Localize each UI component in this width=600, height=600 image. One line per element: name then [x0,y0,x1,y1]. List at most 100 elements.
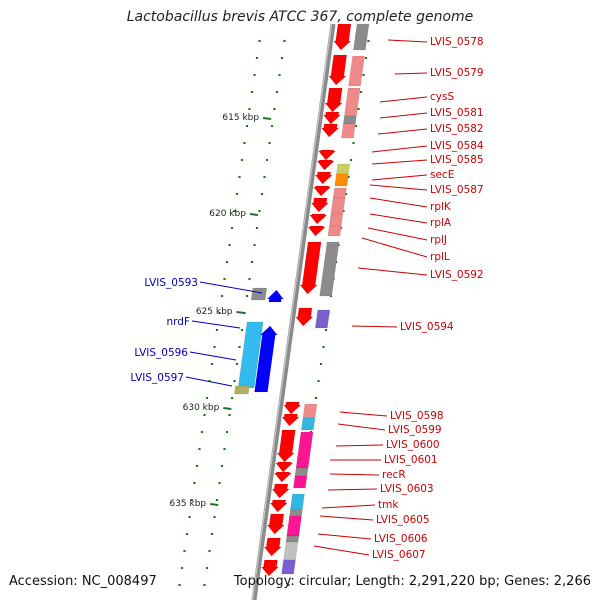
forward-gene-label: LVIS_0600 [386,439,440,451]
leader-line [377,128,428,135]
guide-dot [218,482,221,484]
gene-annotation-block [302,403,318,419]
forward-gene-arrow [321,123,340,138]
forward-gene-arrow [307,225,326,237]
guide-dot [275,91,279,93]
forward-gene-arrow [276,429,296,463]
forward-gene-label: rplL [430,251,450,263]
scale-tick-mark [262,117,272,120]
forward-gene-label: LVIS_0607 [372,549,426,561]
guide-dot [253,244,256,246]
gene-annotation-block [315,309,331,329]
leader-line [371,174,428,181]
reverse-gene-label: LVIS_0593 [144,277,198,289]
map-title: Lactobacillus brevis ATCC 367, complete … [126,9,474,25]
guide-dot [270,125,274,127]
guide-dot [255,227,259,229]
guide-dot [324,329,328,331]
scale-tick-label: 630 kbp [183,403,220,413]
guide-dot [268,142,271,144]
guide-dot [210,363,214,365]
scale-tick-label: 625 kbp [196,307,233,317]
forward-gene-label: LVIS_0603 [380,483,434,495]
guide-dot [352,142,355,144]
forward-gene-arrow [260,559,280,577]
gene-annotation-block [289,509,303,517]
forward-gene-label: LVIS_0592 [430,269,484,281]
leader-line [379,112,428,119]
forward-gene-arrow [322,111,342,125]
scale-tick-mark [236,311,245,314]
forward-gene-arrow [266,513,285,535]
guide-dot [354,125,358,127]
guide-dot [180,567,184,569]
forward-gene-label: LVIS_0601 [384,454,438,466]
gene-annotation-block [301,417,316,431]
label-leader-lines [185,39,428,556]
forward-gene-arrow [324,87,343,113]
guide-dot [347,176,350,178]
gene-annotation-block [286,515,302,537]
genome-summary-text: Topology: circular; Length: 2,291,220 bp… [233,574,591,589]
guide-dot [238,176,241,178]
guide-dot [245,125,249,127]
guide-dot [213,516,216,518]
leader-line [361,237,428,258]
guide-dot [203,584,206,586]
leader-line [369,213,428,224]
genome-backbone [251,23,336,600]
guide-dot [283,40,286,42]
guide-dot [178,584,181,586]
gene-annotation-block [281,559,296,575]
guide-dot [200,431,204,433]
guide-dot [218,312,221,314]
forward-gene-arrow [283,401,302,415]
leader-line [379,96,428,103]
gene-annotation-block [295,431,314,469]
forward-gene-label: secE [430,169,454,181]
guide-dot [230,397,234,399]
leader-line [387,39,428,43]
guide-dot [203,414,206,416]
leader-line [394,72,428,75]
leader-line [357,267,428,276]
gene-annotation-block [237,321,264,389]
leader-line [369,184,428,191]
forward-gene-arrow [310,197,330,213]
guide-dot [287,584,290,586]
scale-tick-label: 620 kbp [209,209,246,219]
forward-gene-arrow [299,241,322,295]
leader-line [199,281,263,294]
forward-gene-arrow [271,483,290,499]
guide-dot [220,295,224,297]
forward-gene-arrow [316,159,335,171]
guide-dot [357,108,360,110]
guide-dot [245,295,249,297]
forward-gene-label: rplK [430,201,452,213]
scale-ticks: 615 kbp 620 kbp 625 kbp 630 kbp 635 kbp [169,113,272,509]
guide-dot [322,346,325,348]
leader-line [329,473,380,476]
guide-dot [367,40,370,42]
forward-gene-arrow [328,54,347,86]
gene-annotation-block [293,475,308,489]
scale-tick-mark [210,503,219,506]
gene-annotation-block [290,493,305,511]
reverse-gene-arrow [266,289,284,303]
guide-dot [223,448,226,450]
guide-dot [215,329,219,331]
forward-gene-label: LVIS_0587 [430,184,484,196]
leader-line [369,197,428,208]
scale-tick-mark [249,213,259,216]
gene-annotation-block [329,213,344,227]
forward-gene-arrow [275,461,294,473]
leader-line [351,325,398,328]
guide-dot [240,329,244,331]
leader-line [313,545,370,556]
leader-line [317,533,372,540]
forward-gene-label: LVIS_0579 [430,67,484,79]
forward-gene-label: rplJ [430,234,447,246]
leader-line [367,227,428,241]
leader-line [327,488,378,491]
